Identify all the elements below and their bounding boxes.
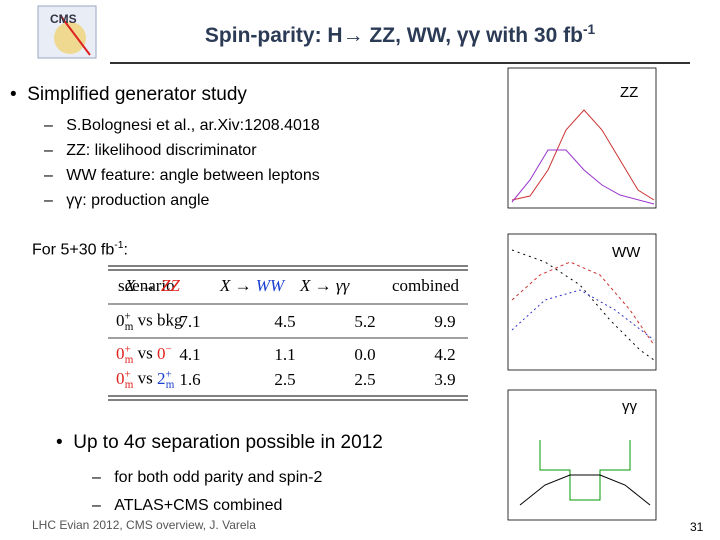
label-sup: + [124, 310, 131, 322]
header-pre: X → [125, 276, 157, 295]
cell: 7.1 [179, 312, 201, 331]
header-cell: scenario [118, 276, 175, 295]
label-alt: bkg [157, 311, 183, 330]
label-alt-num: 0 [156, 343, 166, 363]
logo-graphic [54, 22, 86, 54]
plot-curve [539, 440, 631, 501]
note-tail: : [123, 241, 128, 259]
label-sup: + [124, 343, 131, 355]
plot-label: ZZ [620, 84, 639, 101]
label-base: 0+m [116, 310, 134, 334]
label-alt: 0− [156, 343, 172, 363]
header-cell: X → WW [220, 276, 284, 296]
page-number: 31 [690, 520, 704, 534]
cell: 2.5 [354, 370, 376, 389]
cell: 4.2 [434, 345, 456, 364]
title: Spin-parity: H→ ZZ, WW, γγ with 30 fb-1 [110, 22, 690, 48]
cell: 4.5 [274, 312, 296, 331]
cell: 1.1 [274, 345, 296, 364]
label-vs: vs [137, 310, 153, 330]
label-vs: vs [137, 368, 153, 388]
header-channel: ZZ [160, 276, 180, 295]
plot-curve [511, 261, 655, 346]
sub-bullet: γγ: production angle [66, 192, 210, 209]
label-num: 0 [116, 368, 125, 388]
plot-frames [507, 67, 657, 521]
footer: LHC Evian 2012, CMS overview, J. Varela [32, 518, 256, 532]
plot-curve [511, 249, 655, 361]
label-vs: vs [137, 343, 153, 363]
title-text: Spin-parity: H→ ZZ, WW, γγ with 30 fb [204, 24, 583, 47]
plot-curve [511, 109, 655, 201]
cell: 0.0 [354, 345, 376, 364]
cell: 9.9 [434, 312, 456, 331]
logo-graphic [59, 14, 91, 56]
label-sub: m [124, 321, 134, 334]
title-sup: -1 [582, 22, 596, 37]
label-alt-num: 2 [156, 368, 166, 388]
header-pre: X → [300, 276, 332, 295]
label-alt: 2+m [156, 368, 175, 392]
plot-curve [519, 474, 651, 506]
row-label: 0+m vs 2+m [116, 368, 174, 391]
plot-label: γγ [622, 398, 637, 415]
label-alt-sub: m [165, 379, 175, 392]
sub-bullet: WW feature: angle between leptons [66, 167, 320, 184]
label-num: 0 [116, 343, 125, 363]
cell: 1.6 [179, 370, 201, 389]
label-num: 0 [116, 310, 125, 330]
plot-label: WW [612, 244, 641, 261]
cell: 2.5 [274, 370, 296, 389]
sub-bullet: ATLAS+CMS combined [114, 497, 283, 514]
cell: 3.9 [434, 370, 456, 389]
header-cell: X → ZZ [125, 276, 180, 296]
bullet: • Up to 4σ separation possible in 2012 [56, 432, 383, 453]
sub-bullet: for both odd parity and spin-2 [114, 469, 323, 486]
bullet-text: Simplified generator study [27, 84, 247, 105]
row-label: 0+m vs bkg [116, 310, 182, 333]
bullet: • Simplified generator study [10, 84, 247, 105]
label-sup: + [124, 368, 131, 380]
header-pre: X → [220, 276, 252, 295]
header-channel: WW [255, 276, 285, 295]
sub-bullet: ZZ: likelihood discriminator [66, 142, 257, 159]
note-text: For 5+30 fb [32, 241, 115, 259]
table-rules [108, 265, 468, 401]
header-cell: combined [392, 276, 460, 295]
note-sup: -1 [114, 240, 124, 251]
sub-bullets: – for both odd parity and spin-2 – ATLAS… [92, 469, 323, 514]
logo-text: CMS [50, 12, 77, 26]
plot-curve [511, 149, 655, 205]
plot-curve [511, 289, 655, 341]
label-alt-num: bkg [156, 310, 183, 330]
row-label: 0+m vs 0− [116, 343, 172, 366]
header-cell: X → γγ [300, 276, 349, 296]
cell: 5.2 [354, 312, 376, 331]
label-sub: m [124, 379, 134, 392]
label-sub: m [124, 354, 134, 367]
sub-bullets: – S.Bolognesi et al., ar.Xiv:1208.4018 –… [44, 117, 320, 209]
header-channel: γγ [335, 276, 350, 295]
label-base: 0+m [116, 368, 134, 392]
sub-bullet: S.Bolognesi et al., ar.Xiv:1208.4018 [66, 117, 320, 134]
lumi-note: For 5+30 fb-1: [32, 240, 128, 259]
bullet-text: Up to 4σ separation possible in 2012 [73, 432, 383, 453]
label-alt-sup: − [165, 343, 172, 355]
label-alt-sup: + [165, 368, 172, 380]
cell: 4.1 [179, 345, 201, 364]
label-base: 0+m [116, 343, 134, 367]
